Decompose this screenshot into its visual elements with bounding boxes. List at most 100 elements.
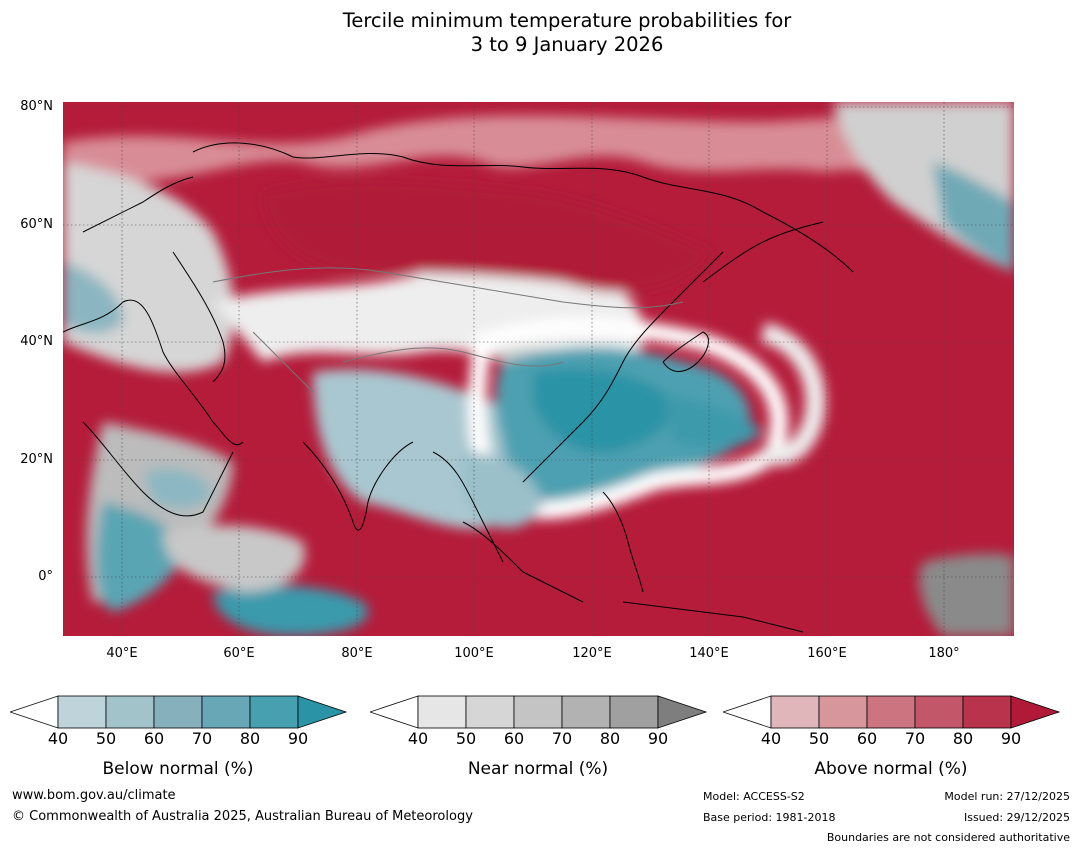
- lat-label-40n: 40°N: [20, 334, 53, 349]
- china-coast: [522, 251, 724, 483]
- near-colorbar-segment: [513, 695, 563, 729]
- lat-label-0: 0°: [38, 569, 53, 584]
- lon-label-180: 180°: [928, 646, 960, 661]
- bom-site-link[interactable]: www.bom.gov.au/climate: [12, 788, 176, 803]
- disclaimer-text: Boundaries are not considered authoritat…: [826, 831, 1070, 844]
- above-colorbar-segment: [962, 695, 1012, 729]
- above-colorbar-segment: [770, 695, 820, 729]
- map-canvas: [63, 102, 1014, 636]
- lat-label-20n: 20°N: [20, 452, 53, 467]
- lon-label-160e: 160°E: [807, 646, 847, 661]
- probability-map: [63, 102, 1014, 636]
- central-asia-near-low: [213, 261, 645, 374]
- lat-label-60n: 60°N: [20, 217, 53, 232]
- colorbar-below: [8, 695, 348, 729]
- east-africa-below-mid: [96, 502, 183, 612]
- colorbar-near: [368, 695, 708, 729]
- below-tick: 60: [143, 729, 165, 748]
- russia-border: [212, 267, 684, 309]
- indian-ocean-below-high: [213, 585, 369, 636]
- near-tick: 80: [599, 729, 621, 748]
- above-colorbar-extend-low: [721, 695, 772, 729]
- model-text: Model: ACCESS-S2: [703, 790, 805, 803]
- legend-near-normal: 40 50 60 70 80 90 Near normal (%): [368, 695, 708, 779]
- above-colorbar-segment: [818, 695, 868, 729]
- near-colorbar-segment: [465, 695, 515, 729]
- near-tick: 50: [455, 729, 477, 748]
- model-run-text: Model run: 27/12/2025: [944, 790, 1070, 803]
- near-colorbar-segment: [417, 695, 467, 729]
- mediterranean-coast: [63, 299, 244, 445]
- indonesia-coast-1: [462, 521, 584, 603]
- below-colorbar-segment: [57, 695, 107, 729]
- above-caption: Above normal (%): [814, 759, 968, 779]
- below-tick: 80: [239, 729, 261, 748]
- below-colorbar-extend-high: [297, 695, 348, 729]
- caspian-coast: [172, 251, 226, 383]
- issued-text: Issued: 29/12/2025: [963, 811, 1070, 824]
- himalaya-border: [342, 347, 564, 367]
- near-colorbar-extend-high: [657, 695, 708, 729]
- siberia-above-high: [263, 180, 713, 292]
- se-asia-below-low: [459, 452, 543, 528]
- lon-label-140e: 140°E: [689, 646, 729, 661]
- below-colorbar-extend-low: [8, 695, 59, 729]
- lon-label-60e: 60°E: [223, 646, 255, 661]
- below-colorbar-segment: [105, 695, 155, 729]
- legend-above-normal: 40 50 60 70 80 90 Above normal (%): [721, 695, 1061, 779]
- below-tick: 40: [47, 729, 69, 748]
- copyright-text: © Commonwealth of Australia 2025, Austra…: [12, 809, 473, 824]
- lon-label-120e: 120°E: [572, 646, 612, 661]
- arctic-above-low: [63, 102, 1014, 212]
- above-colorbar-segment: [866, 695, 916, 729]
- near-caption: Near normal (%): [467, 759, 609, 779]
- graticule: [63, 102, 1014, 636]
- below-colorbar-segment: [153, 695, 203, 729]
- nw-pacific-white-band: [758, 322, 826, 466]
- philippine-sea-below-high: [663, 392, 763, 449]
- above-tick: 70: [904, 729, 926, 748]
- legend-below-normal: 40 50 60 70 80 90 Below normal (%): [8, 695, 348, 779]
- east-china-below-high: [533, 368, 670, 453]
- lon-label-40e: 40°E: [106, 646, 138, 661]
- ne-below-normal: [933, 162, 1014, 272]
- below-caption: Below normal (%): [102, 759, 254, 779]
- lon-label-80e: 80°E: [341, 646, 373, 661]
- above-colorbar-extend-high: [1010, 695, 1061, 729]
- coastlines: [63, 142, 854, 633]
- above-colorbar-segment: [914, 695, 964, 729]
- colorbar-above: [721, 695, 1061, 729]
- red-sea-coast: [82, 421, 234, 517]
- above-tick: 40: [760, 729, 782, 748]
- sakhalin-coast: [702, 221, 824, 283]
- near-tick: 90: [647, 729, 669, 748]
- india-coast: [302, 441, 414, 531]
- sw-pacific-near-high: [919, 553, 1014, 636]
- iran-border: [252, 331, 314, 393]
- lat-label-80n: 80°N: [20, 99, 53, 114]
- near-tick: 60: [503, 729, 525, 748]
- title-line-2: 3 to 9 January 2026: [470, 33, 664, 56]
- arctic-coast: [192, 142, 854, 273]
- near-colorbar-segment: [609, 695, 659, 729]
- japan-coast: [662, 331, 709, 372]
- below-tick: 70: [191, 729, 213, 748]
- below-tick: 90: [287, 729, 309, 748]
- philippines-coast: [602, 491, 644, 593]
- scandinavia-coast: [82, 176, 194, 233]
- europe-below-normal: [63, 262, 123, 334]
- near-tick: 70: [551, 729, 573, 748]
- above-tick: 90: [1000, 729, 1022, 748]
- arabian-sea-below-low: [143, 468, 213, 509]
- near-colorbar-segment: [561, 695, 611, 729]
- base-period-text: Base period: 1981-2018: [703, 811, 836, 824]
- map-title: Tercile minimum temperature probabilitie…: [0, 9, 1081, 57]
- below-tick: 50: [95, 729, 117, 748]
- title-line-1: Tercile minimum temperature probabilitie…: [342, 9, 792, 32]
- near-colorbar-extend-low: [368, 695, 419, 729]
- above-tick: 60: [856, 729, 878, 748]
- lon-label-100e: 100°E: [454, 646, 494, 661]
- near-tick: 40: [407, 729, 429, 748]
- indian-ocean-near-normal: [163, 525, 305, 592]
- below-colorbar-segment: [249, 695, 299, 729]
